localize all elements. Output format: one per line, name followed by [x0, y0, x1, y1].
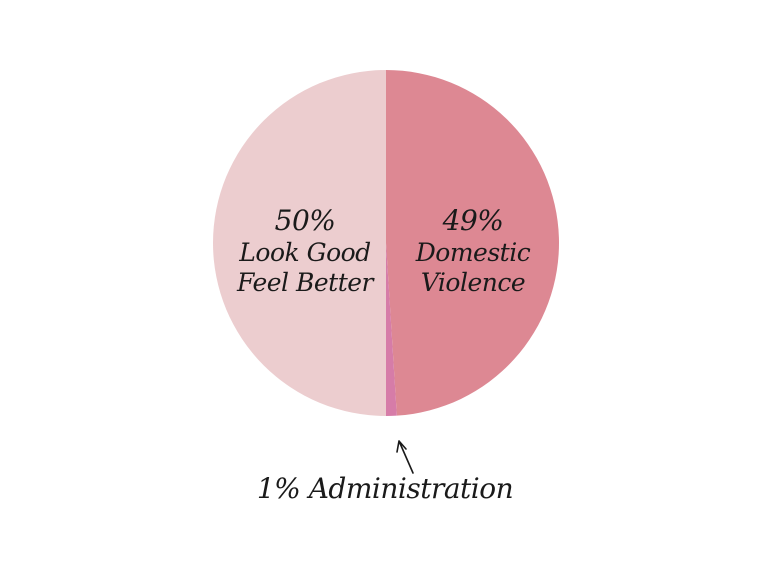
value-label: 1% — [256, 472, 301, 505]
pie-slice — [213, 70, 386, 416]
pie-slice — [386, 243, 397, 416]
pie-slice — [386, 70, 560, 416]
category-label: Administration — [308, 472, 514, 505]
category-label: Domestic Violence — [415, 238, 531, 297]
pointer-arrow — [396, 440, 414, 474]
category-label: Look Good Feel Better — [236, 238, 374, 297]
slice-label: 1% Administration — [230, 472, 540, 506]
slice-label: 50% Look Good Feel Better — [222, 204, 388, 298]
value-label: 49% — [442, 204, 504, 237]
value-label: 50% — [274, 204, 336, 237]
pie — [213, 70, 560, 416]
slice-label: 49% Domestic Violence — [393, 204, 553, 298]
